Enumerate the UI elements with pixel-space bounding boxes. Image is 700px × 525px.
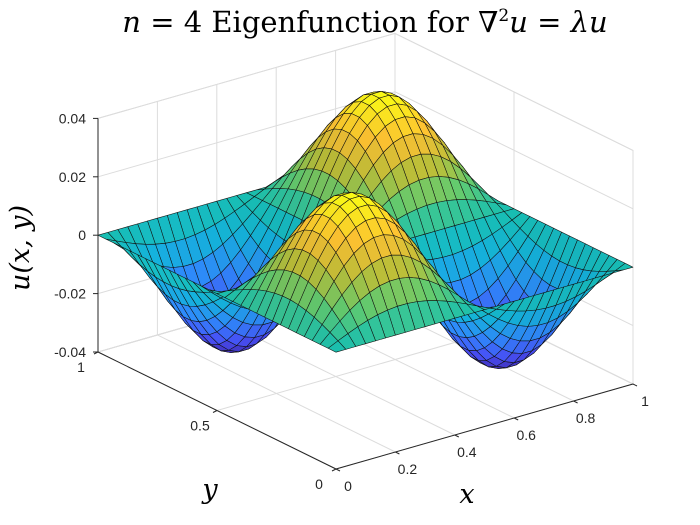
x-axis-line xyxy=(335,383,634,470)
y-tick-label: 0.5 xyxy=(190,418,210,434)
x-tick-label: 0.2 xyxy=(398,461,418,477)
y-axis-label: y xyxy=(201,474,218,505)
z-tick-label: 0.04 xyxy=(59,110,86,126)
z-tick-label: 0 xyxy=(78,227,86,243)
x-tick-label: 0 xyxy=(344,478,352,494)
z-tick-label: 0.02 xyxy=(59,169,86,185)
x-tick-mark xyxy=(454,434,460,438)
x-tick-mark xyxy=(395,451,400,455)
chart-title: n = 4 Eigenfunction for ∇2u = λu xyxy=(122,5,607,39)
z-axis-label: u(x, y) xyxy=(5,205,36,291)
y-tick-mark xyxy=(212,410,218,413)
axes-lines xyxy=(93,117,638,472)
z-tick-label: -0.02 xyxy=(54,286,86,302)
x-tick-label: 0.8 xyxy=(576,410,596,426)
x-tick-label: 0.4 xyxy=(457,444,477,460)
x-tick-mark xyxy=(573,400,578,404)
eigenfunction-surface xyxy=(97,91,634,369)
surface-patch xyxy=(327,340,347,353)
z-tick-label: -0.04 xyxy=(54,344,86,360)
x-tick-label: 0.6 xyxy=(516,427,536,443)
y-tick-mark xyxy=(331,468,337,472)
x-tick-label: 1 xyxy=(641,393,649,409)
x-tick-mark xyxy=(513,417,519,421)
y-tick-label: 1 xyxy=(77,359,85,375)
y-tick-label: 0 xyxy=(315,476,323,492)
z-grid-line xyxy=(97,91,634,210)
z-grid-line xyxy=(97,32,634,151)
x-tick-mark xyxy=(632,383,638,387)
x-axis-label: x xyxy=(459,479,474,510)
x-tick-mark xyxy=(335,468,341,472)
